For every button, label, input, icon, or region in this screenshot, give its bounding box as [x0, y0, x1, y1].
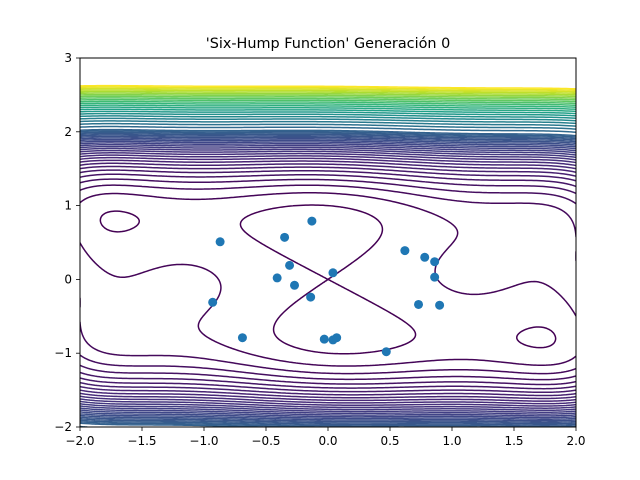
contour-level-32: [80, 142, 576, 417]
scatter-point-16: [430, 257, 440, 267]
scatter-point-2: [307, 216, 317, 226]
scatter-point-13: [381, 347, 391, 357]
contour-level-155: [80, 86, 576, 92]
scatter-point-4: [272, 273, 282, 283]
scatter-point-17: [430, 272, 440, 282]
contour-level-24: [80, 149, 576, 409]
contour-level-65: [80, 120, 576, 127]
x-tick-label: 0.0: [318, 434, 337, 448]
contour-level-30: [80, 143, 576, 415]
contour-level-18: [80, 156, 576, 402]
x-axis: −2.0 −1.5 −1.0 −0.5 0.0 0.5 1.0 1.5 2.0: [65, 427, 586, 448]
scatter-point-15: [420, 252, 430, 262]
contour-level-4: [80, 184, 576, 375]
scatter-point-19: [435, 300, 445, 310]
y-tick-label: 2: [64, 125, 72, 139]
contour-level-22: [80, 152, 576, 407]
contour-level-135: [80, 92, 576, 98]
contour-level-90: [80, 108, 576, 115]
contour-level-50: [80, 128, 576, 427]
x-tick-label: 0.5: [380, 434, 399, 448]
contour-level-110: [80, 100, 576, 107]
contour-level-95: [80, 106, 576, 113]
contour-level-70: [80, 117, 576, 125]
x-tick-label: −1.5: [127, 434, 156, 448]
x-tick-label: 1.5: [504, 434, 523, 448]
contour-level-46: [80, 131, 576, 427]
contour-level-105: [80, 102, 576, 109]
contour-lines: [80, 84, 576, 427]
contour-level-16: [80, 159, 576, 400]
contour-level-26: [80, 147, 576, 412]
scatter-point-18: [414, 299, 424, 309]
contour-level-44: [80, 132, 576, 426]
y-tick-label: 0: [64, 272, 72, 286]
scatter-point-5: [290, 280, 300, 290]
contour-level-14: [80, 162, 576, 397]
contour-level-0: [99, 204, 557, 355]
chart-title: 'Six-Hump Function' Generación 0: [206, 36, 451, 52]
contour-level-140: [80, 90, 576, 96]
contour-level-120: [80, 97, 576, 103]
contour-level-160: [80, 84, 576, 90]
contour-level-125: [80, 95, 576, 101]
contour-level-8: [80, 173, 576, 386]
x-tick-label: 2.0: [566, 434, 585, 448]
contour-level-145: [80, 89, 576, 95]
contour-level-85: [80, 110, 576, 117]
contour-level-40: [80, 135, 576, 424]
y-tick-label: 3: [64, 51, 72, 65]
scatter-point-8: [306, 292, 316, 302]
contour-level-12: [80, 165, 576, 394]
contour-level-130: [80, 93, 576, 99]
contour-level-28: [80, 145, 576, 413]
x-tick-label: −0.5: [251, 434, 280, 448]
contour-level-115: [80, 98, 576, 105]
y-axis: −2 −1 0 1 2 3: [54, 51, 80, 434]
contour-level-80: [80, 112, 576, 119]
scatter-point-14: [400, 246, 410, 256]
contour-level-36: [80, 138, 576, 420]
y-tick-label: −2: [54, 420, 72, 434]
scatter-point-3: [285, 260, 295, 270]
contour-level-75: [80, 115, 576, 122]
scatter-point-10: [319, 334, 329, 344]
contour-level-38: [80, 137, 576, 422]
contour-level-2: [80, 192, 576, 367]
y-tick-label: −1: [54, 346, 72, 360]
contour-level-10: [80, 169, 576, 390]
y-tick-label: 1: [64, 199, 72, 213]
contour-level-60: [80, 122, 576, 130]
contour-level-42: [80, 134, 576, 425]
scatter-point-0: [215, 237, 225, 247]
contour-level-20: [80, 154, 576, 405]
contour-level-100: [80, 104, 576, 111]
x-tick-label: 1.0: [442, 434, 461, 448]
scatter-point-7: [237, 333, 247, 343]
scatter-point-9: [328, 268, 338, 278]
contour-level-6: [80, 178, 576, 381]
scatter-point-6: [208, 297, 218, 307]
scatter-point-12: [332, 333, 342, 343]
scatter-point-1: [280, 232, 290, 242]
x-tick-label: −1.0: [189, 434, 218, 448]
x-tick-label: −2.0: [65, 434, 94, 448]
contour-level-34: [80, 140, 576, 419]
scatter-points: [208, 216, 445, 357]
contour-level-150: [80, 87, 576, 93]
